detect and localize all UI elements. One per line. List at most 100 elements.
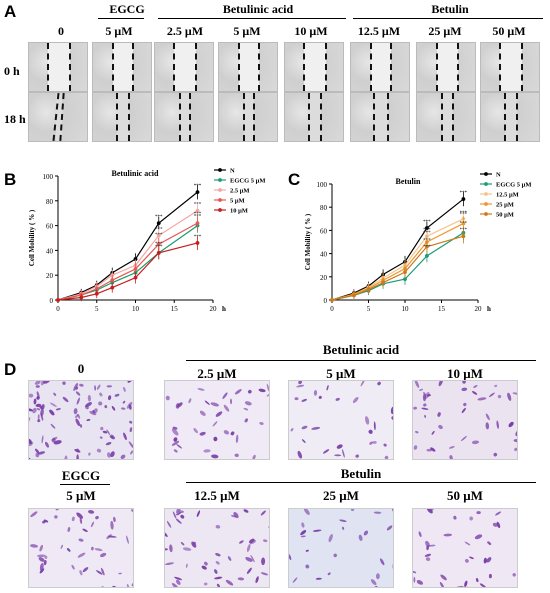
legend-label-4: 50 μM [496,212,514,219]
x-axis-label: h [222,305,226,313]
data-point [425,226,429,230]
wound-image-18h-5 [350,92,410,142]
y-tick-label: 0 [50,297,54,305]
data-point [133,267,138,271]
group-underline-egcg-d [60,484,110,485]
data-point [156,242,161,247]
data-point [425,244,429,249]
significance-mark: *** [194,235,202,240]
y-tick-label: 100 [317,181,328,189]
series-line-0 [57,191,198,301]
series-line-2 [331,218,464,301]
label-bn-50-d: 50 μM [447,488,483,503]
series-line-4 [57,242,198,301]
significance-mark: *** [423,220,431,225]
significance-mark: *** [155,228,163,233]
col-label-ba-10: 10 μM [294,24,328,38]
col-label-egcg-5: 5 μM [105,24,133,38]
legend-label-2: 12.5 μM [496,192,519,199]
legend-marker-1 [218,178,222,182]
label-egcg-5-d: 5 μM [66,488,96,503]
group-label-betulin-d: Betulin [340,466,382,481]
wound-image-0h-1 [92,42,152,92]
data-point [195,208,200,213]
data-point [110,285,115,290]
group-underline-betulin [353,18,543,19]
y-tick-label: 40 [46,247,54,255]
x-tick-label: 0 [330,305,334,313]
group-underline-betulinic-acid-d [186,360,536,361]
wound-image-0h-3 [218,42,278,92]
group-underline-egcg [98,18,144,19]
group-underline-betulinic-acid [158,18,346,19]
group-label-egcg: EGCG [109,2,145,16]
data-point [403,270,407,275]
y-axis-label: Cell Mobility ( % ) [304,213,312,270]
data-point [133,275,138,280]
label-ba-10-d: 10 μM [447,366,483,381]
wound-image-0h-6 [416,42,476,92]
col-label-control: 0 [58,24,64,38]
data-point [461,234,466,239]
series-line-3 [57,222,198,301]
group-label-betulinic-acid-d: Betulinic acid [322,342,400,357]
panel-letter-b: B [4,170,17,189]
series-line-0 [331,198,464,301]
series-line-2 [57,210,198,301]
series-line-3 [331,222,464,301]
data-point [156,250,161,255]
data-point [330,298,334,302]
series-line-1 [57,225,198,301]
wound-image-18h-6 [416,92,476,142]
x-tick-label: 20 [210,305,218,313]
y-tick-label: 20 [320,274,328,282]
wound-image-0h-0 [28,42,88,92]
significance-mark: *** [194,215,202,220]
significance-mark: *** [423,239,431,244]
legend-marker-3 [484,202,488,206]
col-label-ba-2-5: 2.5 μM [166,24,204,38]
legend-label-2: 2.5 μM [230,188,250,195]
wound-image-0h-7 [480,42,540,92]
data-point [425,254,429,258]
transwell-image-0-2 [288,380,394,460]
legend-marker-3 [218,198,222,202]
significance-mark: *** [423,245,431,250]
chart-betulinic-acid: 0 20 40 60 80 100 0 5 10 15 20 h Cell Mobility ( % )… [28,168,265,314]
data-point [133,257,138,261]
wound-image-18h-1 [92,92,152,142]
label-bn-25-d: 25 μM [323,488,359,503]
legend-marker-1 [484,182,488,186]
data-point [195,221,200,226]
panel-letter-a: A [4,2,17,21]
significance-mark: *** [423,231,431,236]
data-point [461,197,466,201]
significance-mark: *** [155,233,163,238]
x-axis-label: h [487,305,491,313]
col-label-bn-12-5: 12.5 μM [357,24,401,38]
row-label-0h: 0 h [4,64,20,78]
significance-mark: *** [460,222,468,227]
transwell-image-1-3 [412,508,518,588]
x-tick-label: 15 [171,305,179,313]
data-point [94,291,99,296]
chart-betulin: 0 20 40 60 80 100 0 5 10 15 20 h Cell Mobility ( % )… [304,172,531,314]
x-tick-label: 5 [95,305,99,313]
y-axis-label: Cell Mobility ( % ) [28,209,36,266]
transwell-image-0-1 [164,380,270,460]
group-label-egcg-d: EGCG [61,468,101,483]
legend-marker-0 [218,168,222,172]
y-tick-label: 0 [324,297,328,305]
data-point [461,221,466,226]
significance-mark: *** [460,191,468,196]
col-label-ba-5: 5 μM [233,24,261,38]
legend-marker-2 [218,188,222,192]
label-control-d: 0 [77,361,85,376]
data-point [94,286,99,291]
panel-letter-d: D [4,360,17,379]
data-point [79,295,84,300]
data-point [352,293,356,298]
y-tick-label: 80 [46,198,54,206]
data-point [366,287,371,292]
significance-mark: *** [155,245,163,250]
